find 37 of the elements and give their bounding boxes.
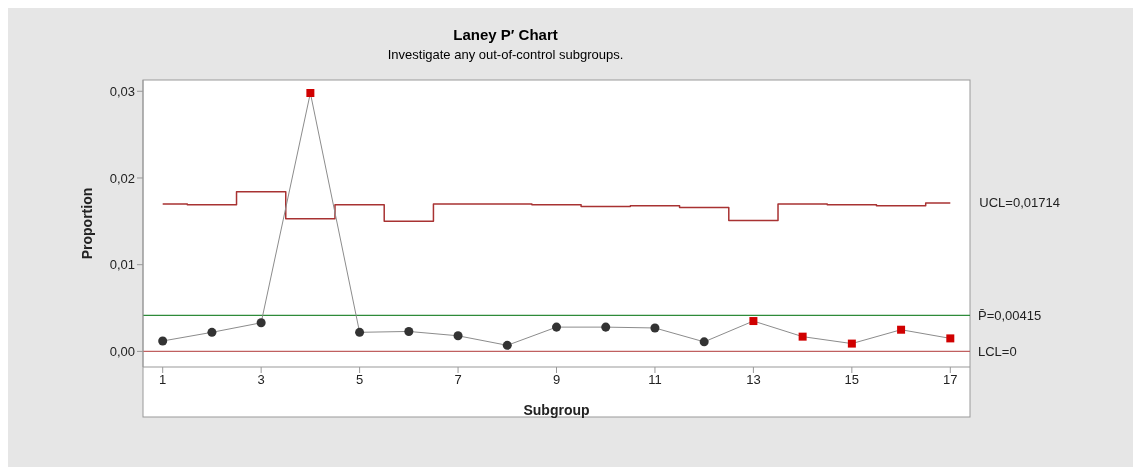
point	[699, 337, 709, 347]
x-tick-label: 9	[552, 372, 561, 388]
chart-subtitle: Investigate any out-of-control subgroups.	[386, 47, 625, 62]
point	[256, 318, 266, 328]
x-tick-label: 3	[257, 372, 265, 388]
point	[306, 89, 315, 98]
point	[650, 323, 660, 333]
point	[502, 340, 512, 350]
x-tick-label: 15	[844, 372, 860, 388]
point	[355, 327, 365, 337]
chart-title: Laney P′ Chart	[452, 26, 559, 43]
point	[207, 327, 217, 337]
y-tick-label: 0,00	[109, 344, 135, 360]
y-axis-title: Proportion	[78, 187, 95, 260]
point	[158, 336, 168, 346]
y-tick-label: 0,01	[109, 257, 135, 273]
point	[798, 332, 807, 341]
x-tick-label: 11	[648, 372, 662, 388]
y-tick-label: 0,03	[109, 83, 135, 99]
point	[404, 326, 414, 336]
point	[946, 334, 955, 343]
point	[749, 317, 758, 326]
x-tick-label: 13	[746, 372, 761, 388]
x-tick-label: 1	[159, 372, 167, 388]
point	[551, 322, 562, 332]
point	[453, 331, 463, 341]
ref-line-label: P̄=0,00415	[978, 308, 1042, 324]
ref-line-label: LCL=0	[978, 344, 1017, 360]
x-tick-label: 17	[943, 372, 958, 388]
y-tick-label: 0,02	[109, 170, 135, 186]
point	[601, 322, 611, 332]
x-tick-label: 7	[454, 372, 462, 388]
x-axis-title: Subgroup	[523, 402, 590, 418]
point	[897, 325, 906, 334]
point	[847, 339, 856, 348]
x-tick-label: 5	[355, 372, 364, 388]
text: UCL=0,01714	[979, 195, 1060, 211]
